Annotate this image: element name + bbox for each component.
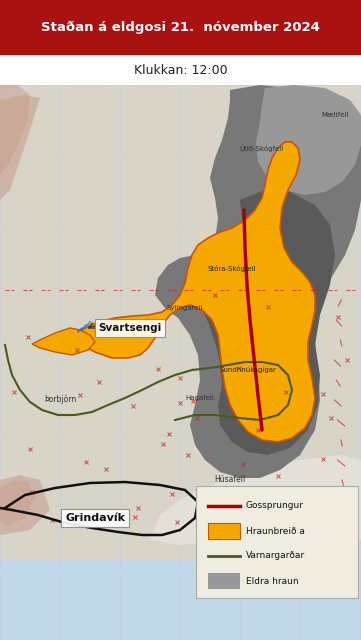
Polygon shape [0,560,361,640]
Text: Húsafell: Húsafell [214,476,245,484]
FancyBboxPatch shape [208,523,240,539]
Text: Útið-Skógfell: Útið-Skógfell [240,144,284,152]
Text: Mælifell: Mælifell [321,112,349,118]
Polygon shape [32,328,95,355]
Text: Stóra-Skógfell: Stóra-Skógfell [208,264,256,271]
Bar [0,560,361,640]
Polygon shape [0,85,30,175]
Polygon shape [0,95,40,200]
Polygon shape [155,85,361,478]
FancyBboxPatch shape [208,573,240,589]
Polygon shape [150,455,361,545]
Bar [0,55,361,85]
Text: Svartsengi: Svartsengi [99,323,162,333]
Text: Staðan á eldgosi 21.  nóvember 2024: Staðan á eldgosi 21. nóvember 2024 [41,21,320,34]
Text: Sundhnúksgígar: Sundhnúksgígar [219,367,277,373]
Text: Þorbjörn: Þorbjörn [44,396,76,404]
Polygon shape [200,190,335,455]
Polygon shape [75,142,315,442]
Polygon shape [256,85,361,195]
Text: Sylingafell: Sylingafell [167,305,203,311]
Text: Eldra hraun: Eldra hraun [246,577,299,586]
Polygon shape [0,475,50,535]
Text: Varnargarðar: Varnargarðar [246,552,305,561]
Text: Hagafell: Hagafell [186,395,214,401]
Text: Grindavík: Grindavík [65,513,125,523]
Text: Gossprungur: Gossprungur [246,502,304,511]
Text: Klukkan: 12:00: Klukkan: 12:00 [134,63,227,77]
Text: Hraunbreið a: Hraunbreið a [246,527,305,536]
Bar [0,0,361,55]
FancyBboxPatch shape [196,486,358,598]
Polygon shape [0,480,35,525]
